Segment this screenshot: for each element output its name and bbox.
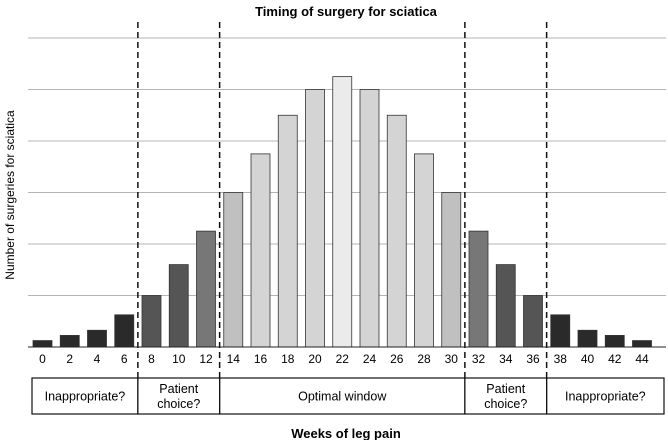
bar-week-24 [359,89,380,348]
x-tick-label: 26 [390,352,404,366]
bar-week-20 [305,89,325,348]
zone-box [546,377,665,415]
x-axis-label: Weeks of leg pain [291,426,401,440]
x-tick-label: 24 [363,352,377,366]
x-tick-label: 22 [336,352,350,366]
bar-week-18 [277,114,298,348]
x-tick-label: 18 [281,352,295,366]
zone-label: Patient [159,382,198,396]
zone-label: Optimal window [298,390,387,404]
bar-week-26 [386,114,407,348]
x-tick-label: 10 [172,352,186,366]
x-tick-label: 20 [308,352,322,366]
bar-week-36 [523,295,543,348]
y-axis-label: Number of surgeries for sciatica [3,110,17,280]
x-tick-label: 38 [554,352,568,366]
chart-title: Timing of surgery for sciatica [255,4,438,19]
zone-label: choice? [157,397,200,411]
bar-week-28 [414,153,434,348]
zone-label: Inappropriate? [565,390,646,404]
zone-label: Inappropriate? [45,390,126,404]
x-tick-label: 36 [526,352,540,366]
bar-week-8 [141,295,162,348]
bar-week-32 [468,230,489,348]
bar-week-30 [441,192,462,348]
x-tick-label: 14 [227,352,241,366]
bar-week-4 [87,329,107,348]
bar-week-14 [223,192,244,348]
bar-week-34 [495,264,516,348]
bar-week-2 [59,335,80,348]
bar-week-0 [32,340,53,348]
bar-week-40 [577,329,598,348]
x-tick-label: 6 [121,352,128,366]
bar-week-42 [604,335,625,348]
x-tick-label: 16 [254,352,268,366]
bar-week-10 [168,264,189,348]
bar-week-12 [196,230,216,348]
x-tick-labels: 0 2 4 6 8 10 12 14 16 18 20 22 24 26 28 30 32 34 36 38 40 42 4… [39,352,649,366]
bar-week-6 [114,314,135,348]
x-tick-label: 4 [94,352,101,366]
x-tick-label: 40 [581,352,595,366]
x-tick-label: 8 [148,352,155,366]
bar-week-44 [632,340,652,348]
x-tick-label: 28 [417,352,431,366]
x-tick-label: 34 [499,352,513,366]
zone-label: choice? [484,397,527,411]
bar-week-22 [332,76,353,348]
bar-week-38 [550,314,571,348]
x-tick-label: 32 [472,352,486,366]
x-tick-label: 0 [39,352,46,366]
x-tick-label: 42 [608,352,622,366]
bar-week-16 [250,153,271,348]
x-tick-label: 12 [199,352,213,366]
zone-label: Patient [486,382,525,396]
x-tick-label: 2 [66,352,73,366]
x-tick-label: 30 [445,352,459,366]
bars [32,76,652,348]
x-tick-label: 44 [635,352,649,366]
